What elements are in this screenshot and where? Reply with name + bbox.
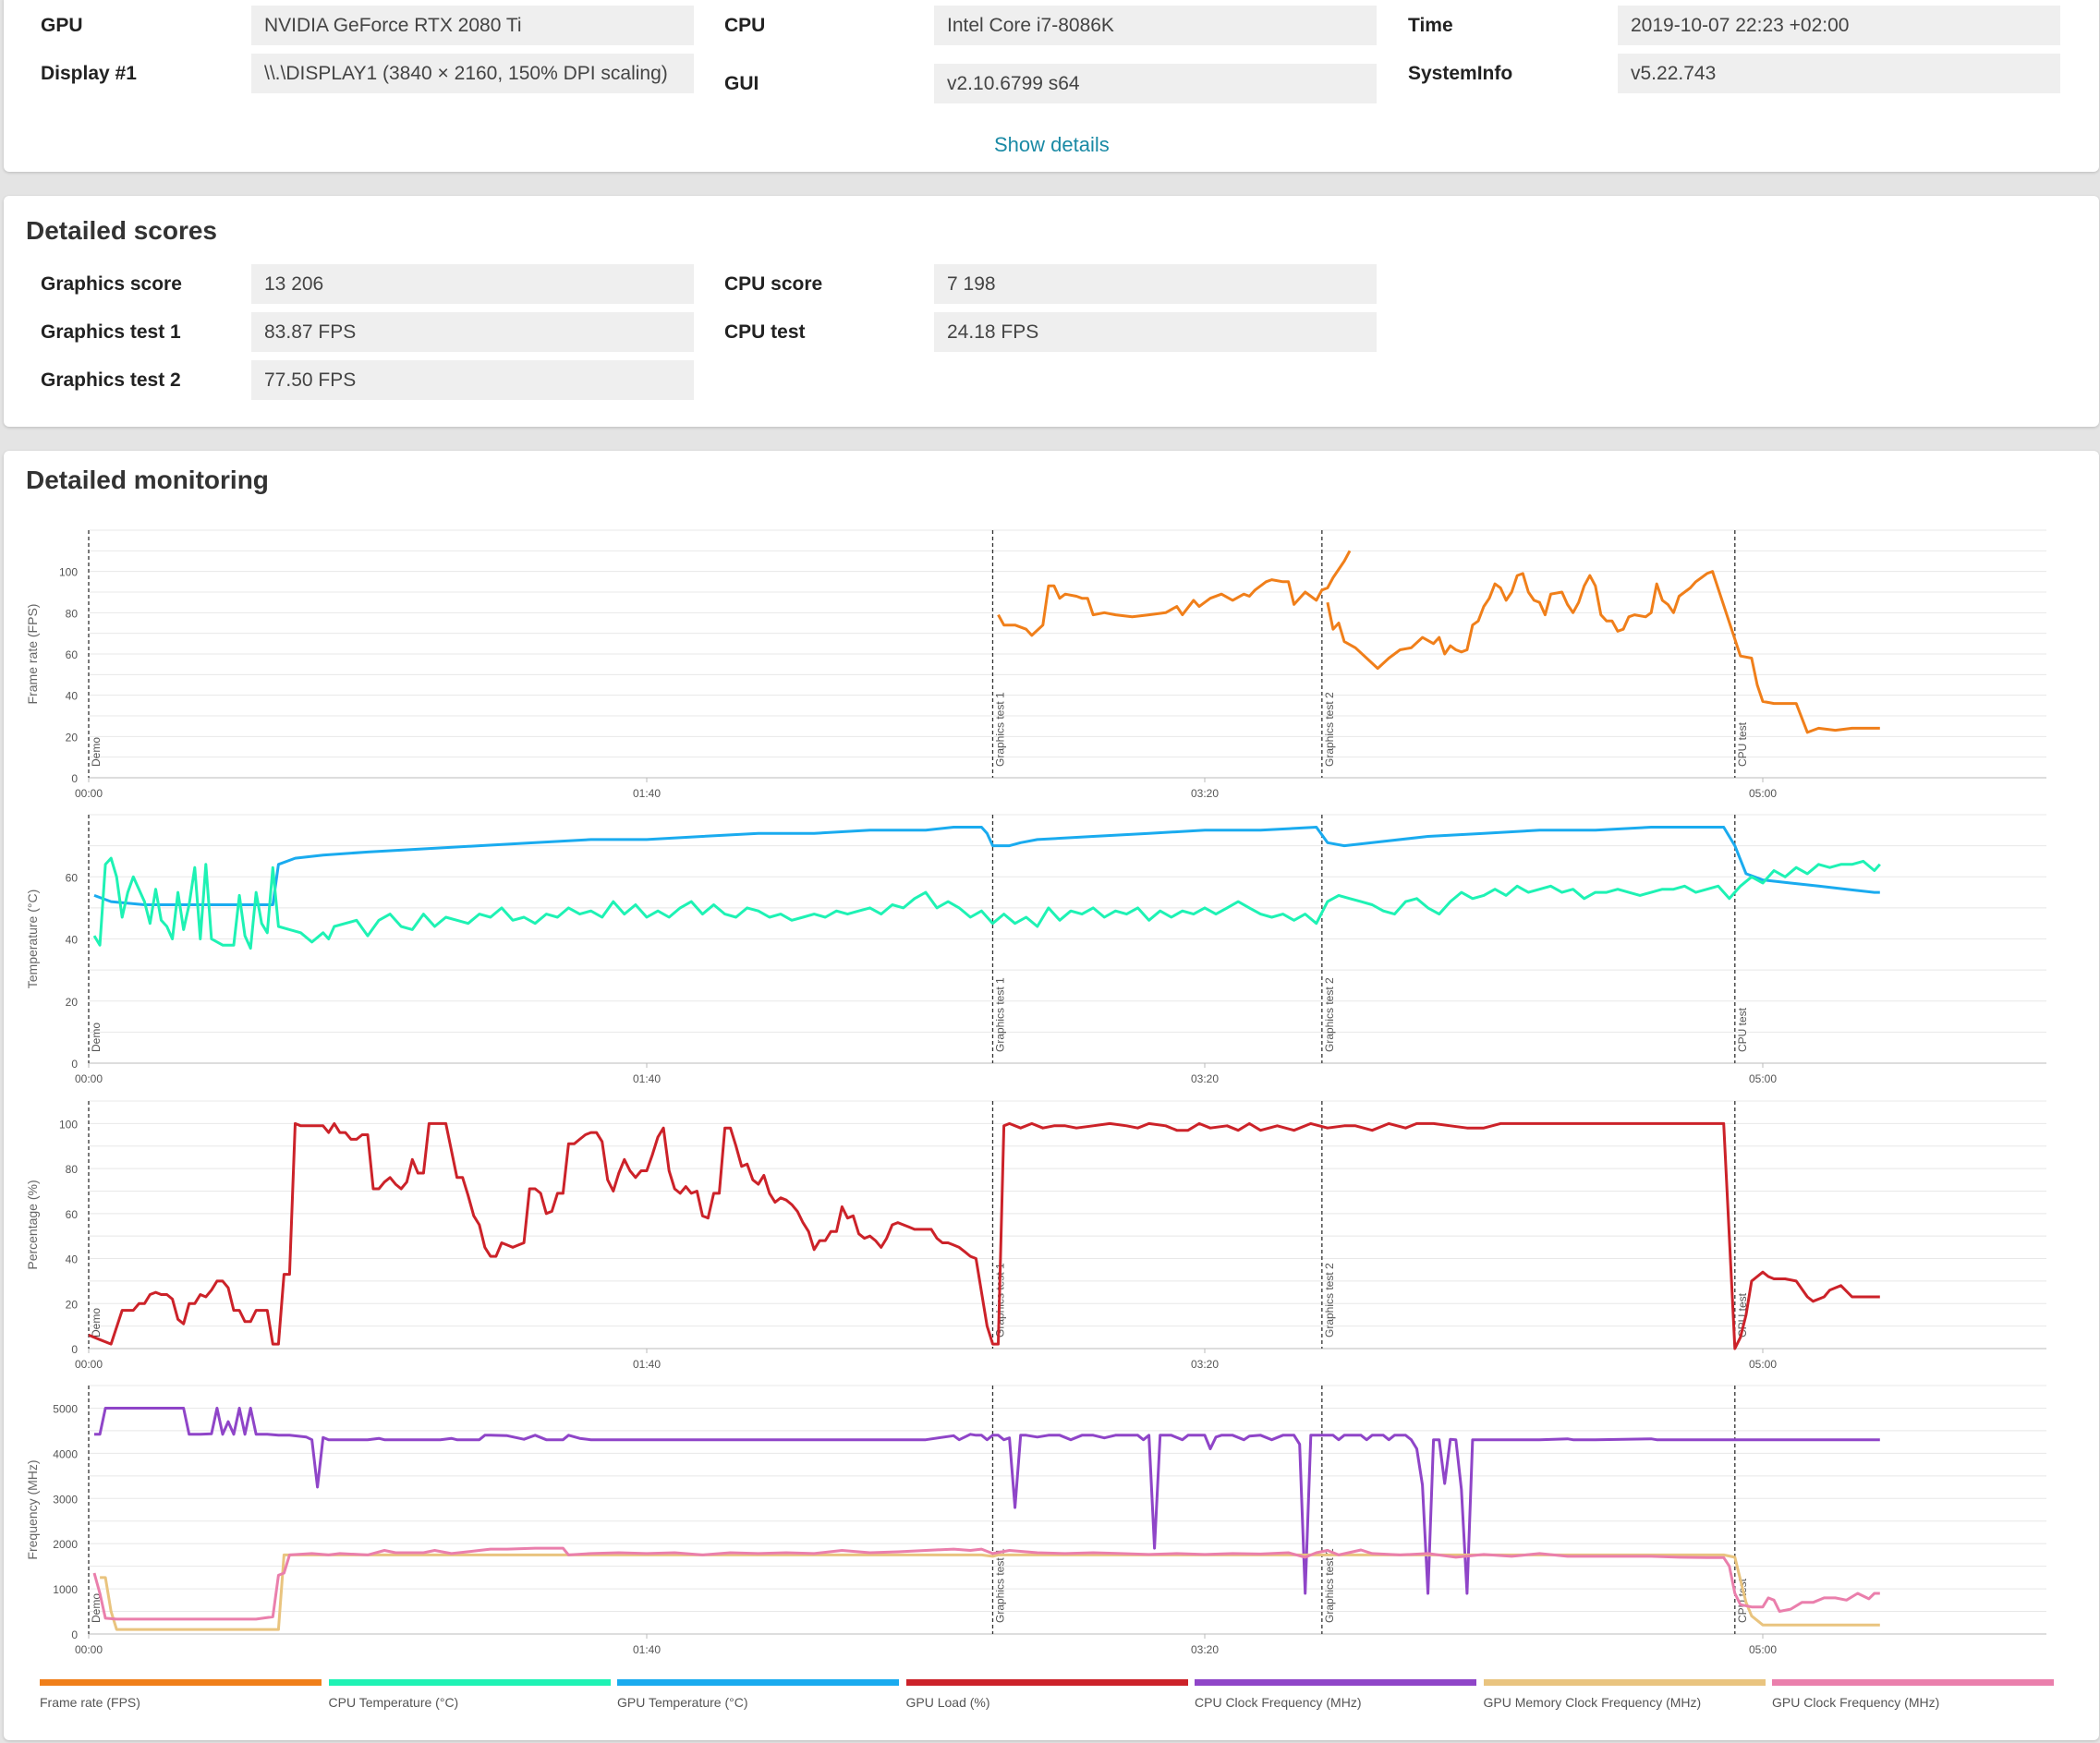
detailed-monitoring-title: Detailed monitoring — [26, 466, 269, 494]
gpu-value: NVIDIA GeForce RTX 2080 Ti — [251, 6, 694, 45]
detailed-monitoring-card: Detailed monitoring — [4, 451, 2099, 1740]
display-label: Display #1 — [41, 63, 137, 84]
legend-item[interactable]: GPU Clock Frequency (MHz) — [1772, 1679, 2057, 1710]
legend-item[interactable]: GPU Load (%) — [905, 1679, 1191, 1710]
graphics-score-value: 13 206 — [251, 264, 694, 304]
detailed-scores-card: Detailed scores Graphics score 13 206 Gr… — [4, 196, 2099, 427]
legend-label: GPU Load (%) — [905, 1695, 990, 1710]
gui-value: v2.10.6799 s64 — [934, 64, 1377, 103]
legend-label: GPU Temperature (°C) — [617, 1695, 748, 1710]
legend-swatch — [1195, 1679, 1476, 1686]
show-details-link[interactable]: Show details — [994, 133, 1110, 156]
legend-swatch — [617, 1679, 899, 1686]
cpu-test-label: CPU test — [724, 321, 806, 343]
legend-label: CPU Clock Frequency (MHz) — [1195, 1695, 1362, 1710]
legend-swatch — [1772, 1679, 2054, 1686]
gpu-label: GPU — [41, 15, 83, 36]
cpu-score-label: CPU score — [724, 273, 823, 295]
time-label: Time — [1408, 15, 1453, 36]
legend-item[interactable]: CPU Clock Frequency (MHz) — [1195, 1679, 1479, 1710]
cpu-value: Intel Core i7-8086K — [934, 6, 1377, 45]
legend-swatch — [328, 1679, 611, 1686]
cpu-label: CPU — [724, 15, 766, 36]
graphics-test1-value: 83.87 FPS — [251, 312, 694, 352]
detailed-scores-title: Detailed scores — [26, 216, 217, 245]
legend-label: CPU Temperature (°C) — [328, 1695, 459, 1710]
systeminfo-value: v5.22.743 — [1618, 54, 2060, 93]
graphics-test2-value: 77.50 FPS — [251, 360, 694, 400]
legend-item[interactable]: CPU Temperature (°C) — [328, 1679, 613, 1710]
system-info-card: GPU NVIDIA GeForce RTX 2080 Ti Display #… — [4, 0, 2099, 172]
gui-label: GUI — [724, 73, 759, 94]
legend-label: Frame rate (FPS) — [40, 1695, 140, 1710]
legend-swatch — [905, 1679, 1188, 1686]
cpu-score-value: 7 198 — [934, 264, 1377, 304]
cpu-test-value: 24.18 FPS — [934, 312, 1377, 352]
legend-swatch — [40, 1679, 322, 1686]
graphics-test1-label: Graphics test 1 — [41, 321, 181, 343]
display-value: \\.\DISPLAY1 (3840 × 2160, 150% DPI scal… — [251, 54, 694, 93]
legend-label: GPU Memory Clock Frequency (MHz) — [1483, 1695, 1702, 1710]
legend-item[interactable]: GPU Memory Clock Frequency (MHz) — [1483, 1679, 1768, 1710]
time-value: 2019-10-07 22:23 +02:00 — [1618, 6, 2060, 45]
legend-item[interactable]: Frame rate (FPS) — [40, 1679, 324, 1710]
graphics-score-label: Graphics score — [41, 273, 182, 295]
legend-swatch — [1483, 1679, 1766, 1686]
legend-label: GPU Clock Frequency (MHz) — [1772, 1695, 1940, 1710]
systeminfo-label: SystemInfo — [1408, 63, 1513, 84]
legend-item[interactable]: GPU Temperature (°C) — [617, 1679, 902, 1710]
graphics-test2-label: Graphics test 2 — [41, 369, 181, 391]
